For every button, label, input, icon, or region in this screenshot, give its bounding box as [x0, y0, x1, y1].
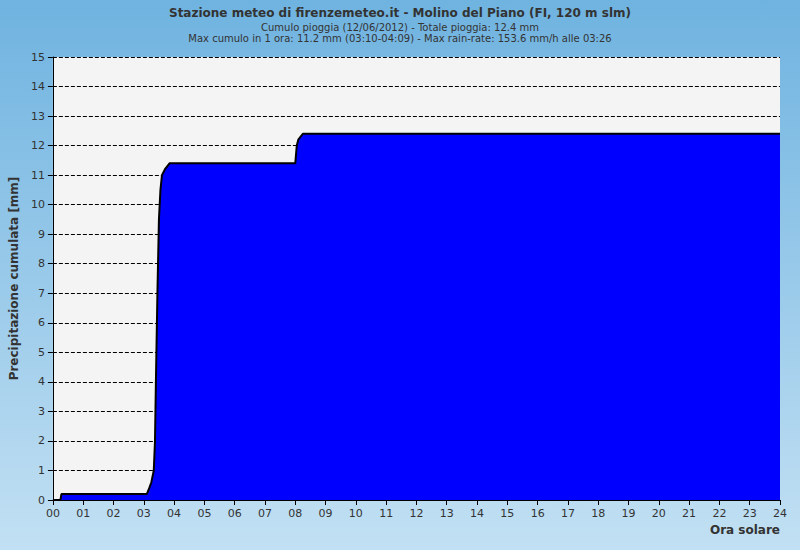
svg-text:12: 12 — [409, 507, 423, 520]
svg-text:05: 05 — [197, 507, 211, 520]
svg-text:00: 00 — [46, 507, 60, 520]
svg-text:11: 11 — [379, 507, 393, 520]
svg-text:16: 16 — [531, 507, 545, 520]
svg-text:13: 13 — [31, 110, 45, 123]
svg-text:Precipitazione cumulata [mm]: Precipitazione cumulata [mm] — [7, 177, 21, 381]
svg-text:4: 4 — [38, 375, 45, 388]
svg-text:17: 17 — [561, 507, 575, 520]
svg-text:21: 21 — [682, 507, 696, 520]
svg-text:Ora solare: Ora solare — [710, 523, 780, 537]
svg-text:04: 04 — [167, 507, 181, 520]
svg-text:07: 07 — [258, 507, 272, 520]
svg-text:08: 08 — [288, 507, 302, 520]
svg-text:14: 14 — [470, 507, 484, 520]
svg-text:5: 5 — [38, 346, 45, 359]
svg-text:Cumulo pioggia (12/06/2012) -: Cumulo pioggia (12/06/2012) - Totale pio… — [261, 22, 539, 33]
svg-text:03: 03 — [137, 507, 151, 520]
svg-text:09: 09 — [319, 507, 333, 520]
svg-text:13: 13 — [440, 507, 454, 520]
svg-text:06: 06 — [228, 507, 242, 520]
svg-text:9: 9 — [38, 228, 45, 241]
svg-text:22: 22 — [712, 507, 726, 520]
svg-text:12: 12 — [31, 139, 45, 152]
svg-text:3: 3 — [38, 405, 45, 418]
svg-text:01: 01 — [76, 507, 90, 520]
svg-text:20: 20 — [652, 507, 666, 520]
svg-text:14: 14 — [31, 80, 45, 93]
svg-text:8: 8 — [38, 257, 45, 270]
svg-text:10: 10 — [349, 507, 363, 520]
svg-text:15: 15 — [31, 51, 45, 64]
svg-text:2: 2 — [38, 434, 45, 447]
svg-text:Stazione meteo di firenzemeteo: Stazione meteo di firenzemeteo.it - Moli… — [169, 6, 631, 20]
svg-text:0: 0 — [38, 494, 45, 507]
svg-text:Max cumulo in 1 ora: 11.2 mm (: Max cumulo in 1 ora: 11.2 mm (03:10-04:0… — [188, 33, 611, 44]
svg-text:23: 23 — [743, 507, 757, 520]
svg-text:15: 15 — [500, 507, 514, 520]
svg-text:6: 6 — [38, 316, 45, 329]
svg-text:24: 24 — [773, 507, 787, 520]
svg-text:19: 19 — [622, 507, 636, 520]
svg-text:1: 1 — [38, 464, 45, 477]
svg-text:10: 10 — [31, 198, 45, 211]
svg-text:02: 02 — [106, 507, 120, 520]
svg-text:7: 7 — [38, 287, 45, 300]
svg-text:18: 18 — [591, 507, 605, 520]
svg-text:11: 11 — [31, 169, 45, 182]
